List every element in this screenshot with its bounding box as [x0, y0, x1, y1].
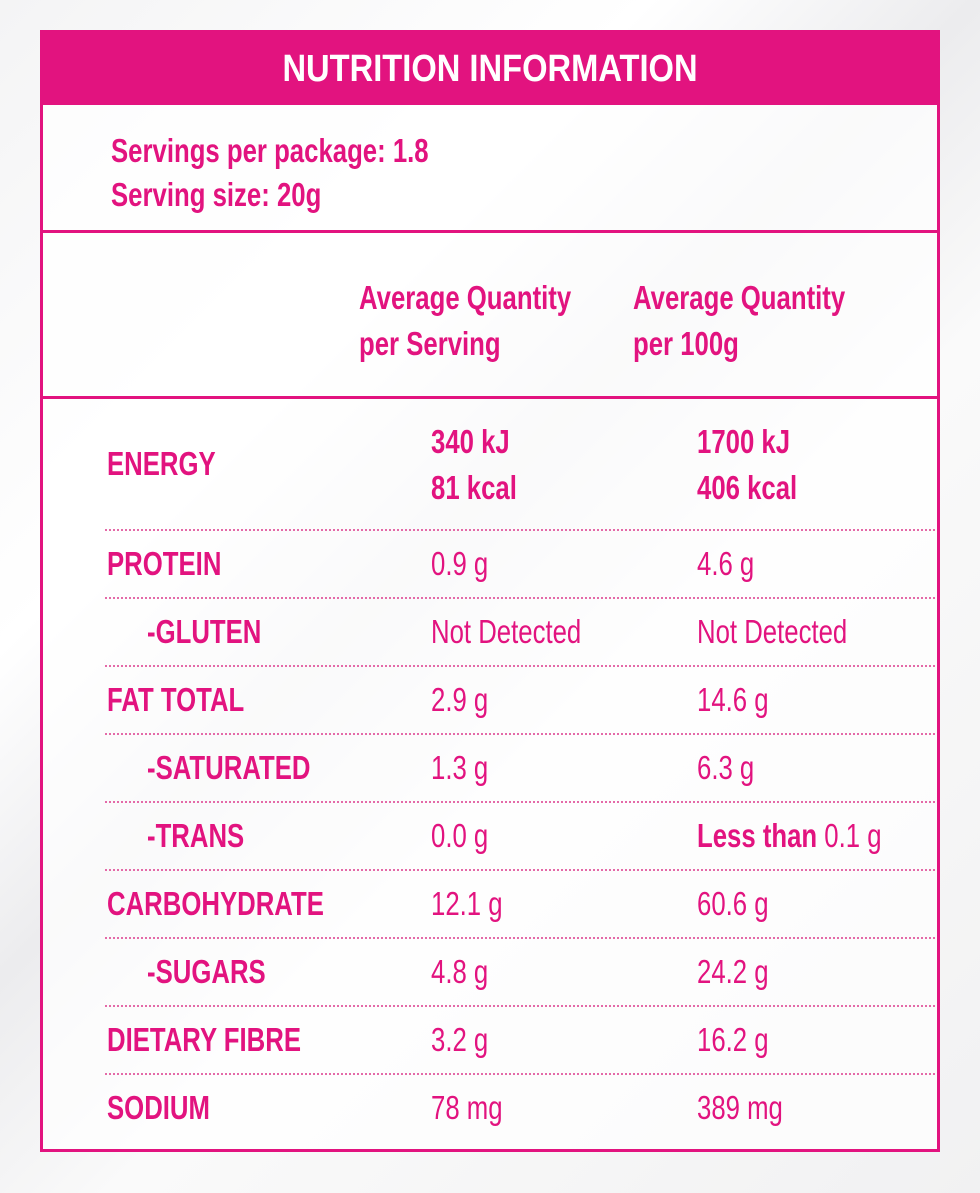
sugars-per-100g: 24.2 g — [697, 953, 769, 990]
serving-size: Serving size: 20g — [111, 176, 322, 213]
gluten-per-serving: Not Detected — [431, 613, 582, 650]
row-protein: PROTEIN 0.9 g 4.6 g — [105, 531, 935, 599]
saturated-per-serving: 1.3 g — [431, 749, 489, 786]
fat-total-per-100g: 14.6 g — [697, 681, 769, 718]
energy-per-serving: 340 kJ 81 kcal — [431, 423, 517, 506]
protein-per-100g: 4.6 g — [697, 545, 755, 582]
sodium-per-100g: 389 mg — [697, 1089, 783, 1126]
row-label: PROTEIN — [107, 545, 222, 582]
row-label: -TRANS — [147, 817, 245, 854]
row-label: -SUGARS — [147, 953, 266, 990]
title-bar: NUTRITION INFORMATION — [43, 33, 937, 105]
servings-per-package: Servings per package: 1.8 — [111, 132, 429, 169]
row-label: FAT TOTAL — [107, 681, 245, 718]
fat-total-per-serving: 2.9 g — [431, 681, 489, 718]
sugars-per-serving: 4.8 g — [431, 953, 489, 990]
dietary-fibre-per-100g: 16.2 g — [697, 1021, 769, 1058]
row-carbohydrate: CARBOHYDRATE 12.1 g 60.6 g — [105, 871, 935, 939]
header-per-100g: Average Quantity per 100g — [633, 279, 846, 362]
gluten-per-100g: Not Detected — [697, 613, 848, 650]
nutrition-panel: NUTRITION INFORMATION Servings per packa… — [40, 30, 940, 1152]
row-energy: ENERGY 340 kJ 81 kcal 1700 kJ 406 kcal — [105, 399, 935, 531]
trans-per-100g: Less than 0.1 g — [697, 817, 882, 854]
row-label: ENERGY — [107, 445, 216, 482]
row-gluten: -GLUTEN Not Detected Not Detected — [105, 599, 935, 667]
row-trans: -TRANS 0.0 g Less than 0.1 g — [105, 803, 935, 871]
header-per-serving: Average Quantity per Serving — [359, 279, 572, 362]
row-sodium: SODIUM 78 mg 389 mg — [105, 1075, 935, 1143]
row-label: CARBOHYDRATE — [107, 885, 324, 922]
column-headers: Average Quantity per Serving Average Qua… — [43, 233, 937, 399]
dietary-fibre-per-serving: 3.2 g — [431, 1021, 489, 1058]
row-label: SODIUM — [107, 1089, 210, 1126]
servings-info: Servings per package: 1.8 Serving size: … — [43, 105, 937, 233]
nutrient-rows: ENERGY 340 kJ 81 kcal 1700 kJ 406 kcal P… — [43, 399, 937, 1143]
sodium-per-serving: 78 mg — [431, 1089, 503, 1126]
energy-per-100g: 1700 kJ 406 kcal — [697, 423, 798, 506]
panel-title: NUTRITION INFORMATION — [105, 33, 875, 105]
row-dietary-fibre: DIETARY FIBRE 3.2 g 16.2 g — [105, 1007, 935, 1075]
row-label: -SATURATED — [147, 749, 311, 786]
trans-per-serving: 0.0 g — [431, 817, 489, 854]
protein-per-serving: 0.9 g — [431, 545, 489, 582]
saturated-per-100g: 6.3 g — [697, 749, 755, 786]
row-sugars: -SUGARS 4.8 g 24.2 g — [105, 939, 935, 1007]
row-label: DIETARY FIBRE — [107, 1021, 302, 1058]
row-label: -GLUTEN — [147, 613, 262, 650]
carbohydrate-per-100g: 60.6 g — [697, 885, 769, 922]
carbohydrate-per-serving: 12.1 g — [431, 885, 503, 922]
row-saturated: -SATURATED 1.3 g 6.3 g — [105, 735, 935, 803]
row-fat-total: FAT TOTAL 2.9 g 14.6 g — [105, 667, 935, 735]
